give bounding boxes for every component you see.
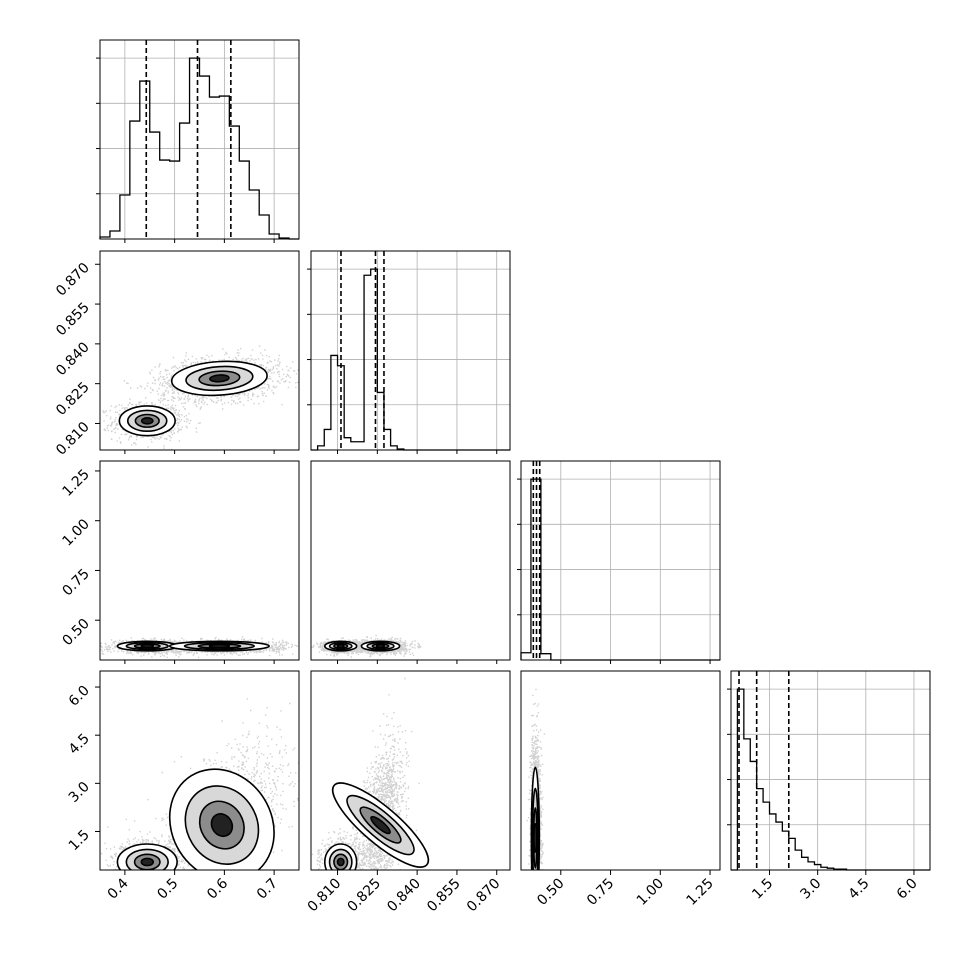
x-tick-label: 1.00 (634, 876, 667, 909)
density-panel-2-3 (520, 670, 721, 871)
contour-level-3 (140, 417, 154, 425)
contour-level-3 (140, 643, 155, 649)
y-tick-label: 0.825 (53, 379, 93, 419)
contour-level-3 (370, 815, 391, 835)
panel-frame (730, 670, 931, 871)
density-content (311, 634, 422, 658)
histogram-panel-0 (96, 39, 300, 240)
y-tick-label: 0.50 (59, 616, 92, 649)
x-tick-label: 0.5 (154, 876, 181, 903)
x-tick-label: 0.855 (424, 876, 464, 916)
density-content (100, 698, 299, 870)
x-tick-label: 1.25 (684, 876, 717, 909)
y-tick-label: 1.5 (66, 827, 93, 854)
panel-frame (99, 39, 300, 240)
y-tick-label: 1.25 (59, 466, 92, 499)
contour-level-3 (336, 643, 345, 649)
x-tick-label: 0.870 (464, 876, 504, 916)
x-tick-label: 0.810 (305, 876, 345, 916)
x-tick-label: 0.840 (384, 876, 424, 916)
contour-level-3 (375, 643, 386, 649)
panel-frame (99, 670, 300, 871)
density-panel-0-2 (99, 460, 300, 661)
histogram-bars (99, 57, 299, 240)
y-tick-label: 0.870 (53, 260, 93, 300)
density-content (311, 677, 430, 870)
panel-frame (310, 670, 511, 871)
y-tick-label: 0.75 (59, 566, 92, 599)
y-tick-label: 0.810 (53, 419, 93, 459)
panel-frame (99, 250, 300, 451)
x-tick-label: 6.0 (894, 876, 921, 903)
panel-frame (520, 460, 721, 661)
x-tick-label: 0.50 (534, 876, 567, 909)
x-tick-label: 0.7 (254, 876, 281, 903)
y-tick-label: 0.840 (53, 339, 93, 379)
contour-level-3 (209, 374, 230, 383)
x-tick-label: 3.0 (797, 876, 824, 903)
density-panel-0-1 (99, 250, 300, 451)
density-panel-0-3 (99, 670, 300, 871)
x-tick-label: 0.6 (204, 875, 231, 902)
histogram-panel-3 (727, 670, 931, 871)
y-tick-label: 6.0 (66, 683, 93, 710)
panel-frame (310, 250, 511, 451)
x-tick-label: 0.4 (105, 875, 132, 902)
x-tick-label: 0.825 (344, 876, 384, 916)
x-tick-label: 0.75 (584, 876, 617, 909)
histogram-panel-1 (307, 250, 511, 451)
panel-frame (310, 460, 511, 661)
y-tick-label: 4.5 (66, 731, 93, 758)
contour-level-3 (140, 857, 155, 867)
x-tick-label: 4.5 (846, 876, 873, 903)
y-tick-label: 1.00 (59, 516, 92, 549)
y-tick-label: 3.0 (66, 779, 93, 806)
contour-level-3 (210, 813, 234, 838)
panel-frame (520, 670, 721, 871)
density-content (526, 688, 546, 870)
histogram-panel-2 (517, 460, 721, 661)
y-tick-label: 0.855 (53, 300, 93, 340)
panel-frame (99, 460, 300, 661)
contour-level-3 (533, 822, 538, 853)
density-content (102, 345, 299, 450)
contour-level-3 (336, 857, 345, 867)
x-tick-label: 1.5 (749, 876, 776, 903)
density-content (100, 636, 299, 658)
density-panel-1-3 (310, 670, 511, 871)
contour-level-3 (208, 643, 231, 649)
density-panel-1-2 (310, 460, 511, 661)
